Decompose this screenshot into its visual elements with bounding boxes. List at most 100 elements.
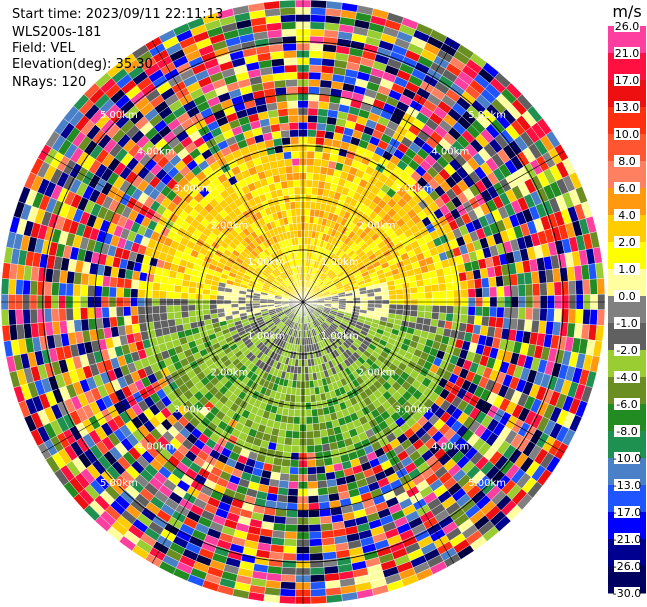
- range-gate: [173, 291, 182, 299]
- range-gate: [282, 451, 292, 460]
- range-gate: [409, 310, 418, 318]
- range-gate: [308, 502, 320, 511]
- range-gate: [304, 380, 310, 389]
- range-gate: [439, 305, 447, 314]
- range-gate: [313, 158, 322, 167]
- range-gate: [230, 303, 239, 308]
- range-gate: [325, 0, 343, 10]
- range-gate: [58, 308, 67, 322]
- range-gate: [271, 529, 286, 539]
- range-gate: [320, 529, 335, 539]
- range-gate: [314, 451, 324, 460]
- range-gate: [453, 289, 462, 299]
- range-gate: [173, 305, 182, 313]
- range-gate: [80, 284, 89, 297]
- range-gate: [280, 574, 296, 583]
- range-gate: [410, 292, 419, 300]
- range-gate: [315, 136, 325, 146]
- range-gate: [304, 359, 309, 367]
- range-gate: [321, 152, 331, 161]
- range-gate: [281, 136, 291, 146]
- range-gate: [72, 307, 81, 321]
- range-gate: [306, 165, 314, 174]
- range-gate: [424, 311, 433, 320]
- range-gate: [308, 524, 322, 533]
- range-gate: [180, 310, 190, 319]
- range-gate: [316, 122, 327, 132]
- range-gate: [166, 284, 175, 292]
- range-gate: [279, 173, 288, 182]
- range-gate: [290, 452, 300, 461]
- range-gate: [306, 143, 316, 152]
- range-gate: [310, 595, 327, 605]
- range-gate: [280, 465, 291, 475]
- range-gate: [209, 294, 218, 300]
- range-gate: [307, 488, 319, 497]
- range-gate: [166, 312, 175, 320]
- range-gate: [438, 312, 447, 321]
- range-gate: [553, 281, 562, 296]
- range-gate: [311, 179, 320, 189]
- range-gate: [187, 304, 196, 312]
- range-gate: [252, 302, 261, 307]
- range-gate: [381, 303, 390, 309]
- range-gate: [309, 545, 323, 554]
- range-gate: [282, 144, 292, 153]
- range-gate: [287, 408, 295, 417]
- range-gate: [44, 308, 53, 323]
- range-gate: [360, 296, 368, 301]
- range-gate: [305, 416, 313, 425]
- range-gate: [325, 594, 343, 604]
- range-gate: [416, 310, 426, 319]
- range-gate: [303, 344, 308, 353]
- range-gate: [309, 43, 324, 52]
- range-gate: [29, 308, 38, 324]
- range-gate: [166, 305, 175, 313]
- range-gate: [279, 122, 290, 132]
- range-gate: [303, 330, 306, 339]
- range-gate: [51, 282, 60, 296]
- range-gate: [307, 481, 318, 490]
- range-gate: [473, 315, 483, 326]
- range-gate: [307, 495, 319, 504]
- range-gate: [307, 473, 318, 482]
- range-gate: [367, 296, 376, 301]
- range-gate: [452, 281, 461, 291]
- range-gate: [437, 319, 446, 329]
- range-gate: [308, 93, 320, 102]
- range-gate: [482, 306, 491, 317]
- range-gate: [8, 309, 17, 326]
- range-gate: [281, 187, 290, 197]
- range-gate: [130, 288, 139, 298]
- range-gate: [276, 436, 286, 445]
- range-gate: [308, 509, 321, 518]
- range-gate: [152, 282, 161, 291]
- range-gate: [115, 287, 124, 298]
- range-gate: [307, 114, 318, 123]
- range-gate: [1, 262, 11, 280]
- range-gate: [595, 324, 605, 342]
- range-gate: [263, 594, 281, 604]
- range-gate: [460, 305, 469, 316]
- range-gate: [223, 303, 232, 309]
- range-gate: [87, 273, 97, 286]
- range-gate: [8, 278, 17, 295]
- range-gate: [575, 279, 584, 295]
- range-gate: [306, 172, 314, 181]
- range-gate: [94, 285, 103, 297]
- range-gate: [51, 308, 60, 322]
- range-gate: [306, 150, 315, 159]
- range-gate: [510, 284, 519, 297]
- range-gate: [488, 316, 497, 328]
- range-gate: [308, 79, 321, 88]
- range-gate: [102, 275, 111, 287]
- range-gate: [309, 387, 316, 396]
- range-gate: [290, 208, 297, 217]
- range-gate: [306, 158, 315, 166]
- range-gate: [116, 315, 125, 327]
- range-gate: [318, 494, 330, 503]
- range-gate: [283, 538, 297, 547]
- range-gate: [417, 292, 426, 300]
- range-gate: [308, 64, 322, 73]
